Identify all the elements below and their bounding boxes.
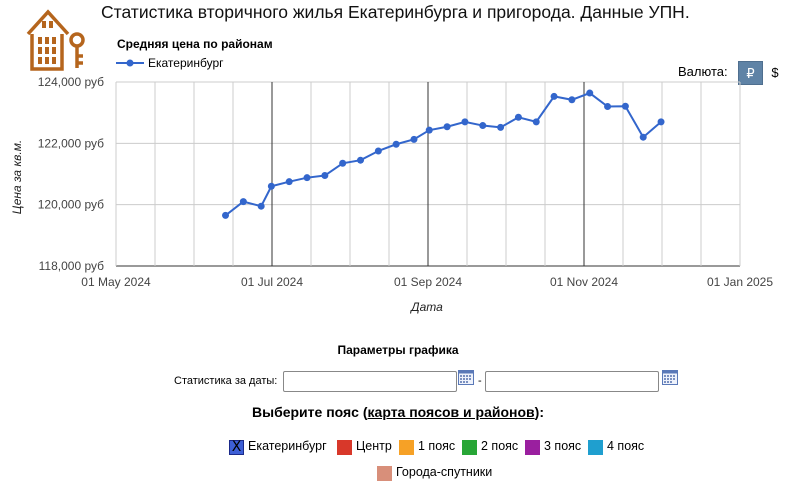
x-tick-label: 01 Nov 2024 xyxy=(550,275,618,289)
data-point[interactable] xyxy=(497,123,505,131)
data-point[interactable] xyxy=(621,102,629,110)
data-point[interactable] xyxy=(339,159,347,167)
data-point[interactable] xyxy=(461,118,469,126)
calendar-from-icon[interactable] xyxy=(458,370,474,385)
y-tick-label: 122,000 руб xyxy=(38,136,104,150)
belt-checkbox[interactable] xyxy=(588,440,603,455)
date-to-input[interactable] xyxy=(485,371,659,392)
page-title: Статистика вторичного жилья Екатеринбург… xyxy=(101,2,690,22)
data-point[interactable] xyxy=(392,140,400,148)
x-tick-label: 01 Jan 2025 xyxy=(707,275,773,289)
y-tick-label: 124,000 руб xyxy=(38,75,104,89)
belt-heading-suffix: ): xyxy=(534,404,544,420)
data-point[interactable] xyxy=(357,156,365,164)
belt-checkbox[interactable]: X xyxy=(229,439,244,455)
belt-label: 1 пояс xyxy=(418,439,456,453)
belt-heading-prefix: Выберите пояс ( xyxy=(252,404,368,420)
belt-label: 4 пояс xyxy=(607,439,645,453)
date-range-label: Статистика за даты: xyxy=(174,375,278,387)
data-point[interactable] xyxy=(639,133,647,141)
belt-select-heading: Выберите пояс (карта поясов и районов): xyxy=(0,404,796,420)
belt-label: 3 пояс xyxy=(544,439,582,453)
house-key-logo xyxy=(26,9,85,71)
y-axis-title: Цена за кв.м. xyxy=(10,140,24,215)
data-point[interactable] xyxy=(479,122,487,130)
date-from-input[interactable] xyxy=(283,371,457,392)
params-title: Параметры графика xyxy=(337,343,459,357)
x-axis-title: Дата xyxy=(409,300,443,314)
data-point[interactable] xyxy=(410,135,418,143)
belt-label: Центр xyxy=(356,439,392,453)
data-point[interactable] xyxy=(657,118,665,126)
legend-line-swatch xyxy=(116,59,144,67)
data-point[interactable] xyxy=(321,172,329,180)
data-point[interactable] xyxy=(239,198,247,206)
belt-checkbox[interactable] xyxy=(525,440,540,455)
belt-checkbox[interactable] xyxy=(377,466,392,481)
belt-checkbox[interactable] xyxy=(399,440,414,455)
data-point[interactable] xyxy=(604,103,612,111)
belt-map-link[interactable]: карта поясов и районов xyxy=(367,404,535,420)
data-point[interactable] xyxy=(586,89,594,97)
data-point[interactable] xyxy=(550,92,558,100)
data-point[interactable] xyxy=(257,202,265,210)
x-tick-label: 01 Sep 2024 xyxy=(394,275,462,289)
data-point[interactable] xyxy=(303,174,311,182)
data-point[interactable] xyxy=(374,147,382,155)
currency-rub-button[interactable]: ₽ xyxy=(738,61,763,85)
belt-label: Города-спутники xyxy=(396,465,493,479)
data-point[interactable] xyxy=(425,126,433,134)
belt-checkbox[interactable] xyxy=(462,440,477,455)
x-tick-label: 01 May 2024 xyxy=(81,275,151,289)
y-tick-label: 120,000 руб xyxy=(38,198,104,212)
data-point[interactable] xyxy=(532,118,540,126)
data-point[interactable] xyxy=(285,178,293,186)
belt-label: 2 пояс xyxy=(481,439,519,453)
price-line-chart: 118,000 руб 120,000 руб 122,000 руб 124,000… xyxy=(10,75,773,314)
data-point[interactable] xyxy=(222,211,230,219)
data-point[interactable] xyxy=(568,96,576,104)
currency-label: Валюта: xyxy=(678,64,728,79)
data-point[interactable] xyxy=(514,113,522,121)
data-point[interactable] xyxy=(443,123,451,131)
calendar-to-icon[interactable] xyxy=(662,370,678,385)
currency-usd-button[interactable]: $ xyxy=(764,61,786,85)
chart-title: Средняя цена по районам xyxy=(117,37,273,51)
y-tick-label: 118,000 руб xyxy=(39,259,104,273)
belt-checkbox[interactable] xyxy=(337,440,352,455)
x-tick-label: 01 Jul 2024 xyxy=(241,275,303,289)
date-range-dash: - xyxy=(478,375,482,387)
data-point[interactable] xyxy=(267,182,275,190)
legend-series-label: Екатеринбург xyxy=(148,56,224,70)
belt-label: Екатеринбург xyxy=(248,439,327,453)
series-line xyxy=(224,91,662,217)
